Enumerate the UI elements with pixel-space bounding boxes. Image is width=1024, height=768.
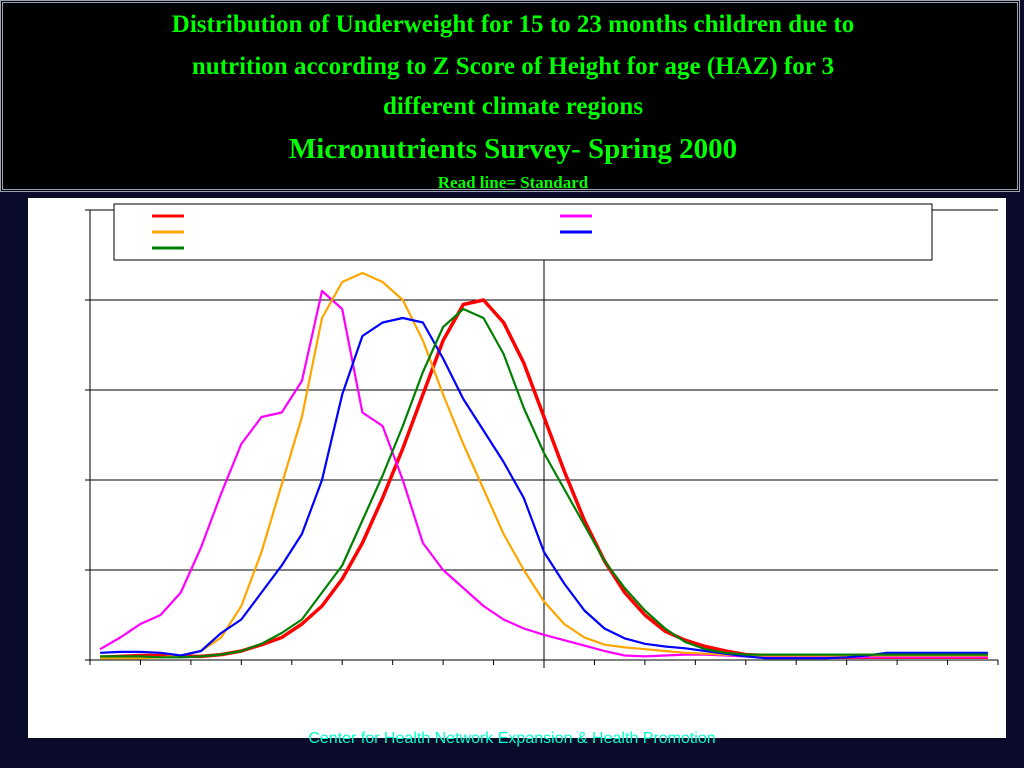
- series-line-4: [100, 307, 988, 659]
- title-box: Distribution of Underweight for 15 to 23…: [0, 0, 1020, 192]
- title-line-2: nutrition according to Z Score of Height…: [191, 53, 835, 80]
- footer-text: Center for Health Network Expansion & He…: [308, 730, 716, 747]
- title-line-3: different climate regions: [382, 93, 644, 120]
- standard-note: Read line= Standard: [437, 173, 589, 192]
- series-line-3: [100, 316, 988, 660]
- legend-box: [113, 203, 933, 261]
- plot-panel: [28, 198, 1006, 738]
- survey-subtitle: Micronutrients Survey- Spring 2000: [288, 133, 738, 165]
- title-line-1: Distribution of Underweight for 15 to 23…: [171, 11, 855, 38]
- chart-svg: [85, 203, 999, 668]
